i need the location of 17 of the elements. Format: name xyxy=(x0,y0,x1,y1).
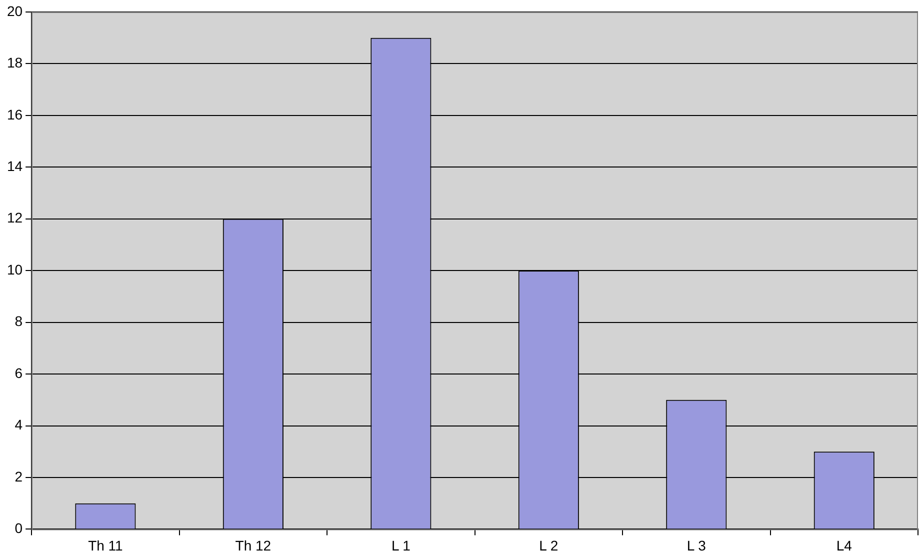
y-tick-label: 10 xyxy=(6,261,23,278)
x-tick-label: Th 11 xyxy=(88,537,124,554)
y-tick-label: 16 xyxy=(6,106,23,122)
y-tick-label: 2 xyxy=(14,468,23,484)
y-tick-label: 20 xyxy=(6,2,23,19)
y-tick-label: 4 xyxy=(14,416,23,433)
x-tick-label: L 3 xyxy=(686,537,706,554)
y-tick-label: 6 xyxy=(14,364,23,381)
y-tick-label: 0 xyxy=(14,520,23,536)
y-tick-label: 18 xyxy=(6,54,23,71)
x-tick-label: Th 12 xyxy=(235,537,272,554)
y-tick-label: 14 xyxy=(6,158,23,174)
x-tick-label: L 1 xyxy=(391,537,411,554)
x-tick-label: L 2 xyxy=(539,537,558,554)
y-tick-label: 12 xyxy=(6,210,23,226)
y-tick-label: 8 xyxy=(14,313,23,330)
x-tick-label: L4 xyxy=(836,537,852,554)
